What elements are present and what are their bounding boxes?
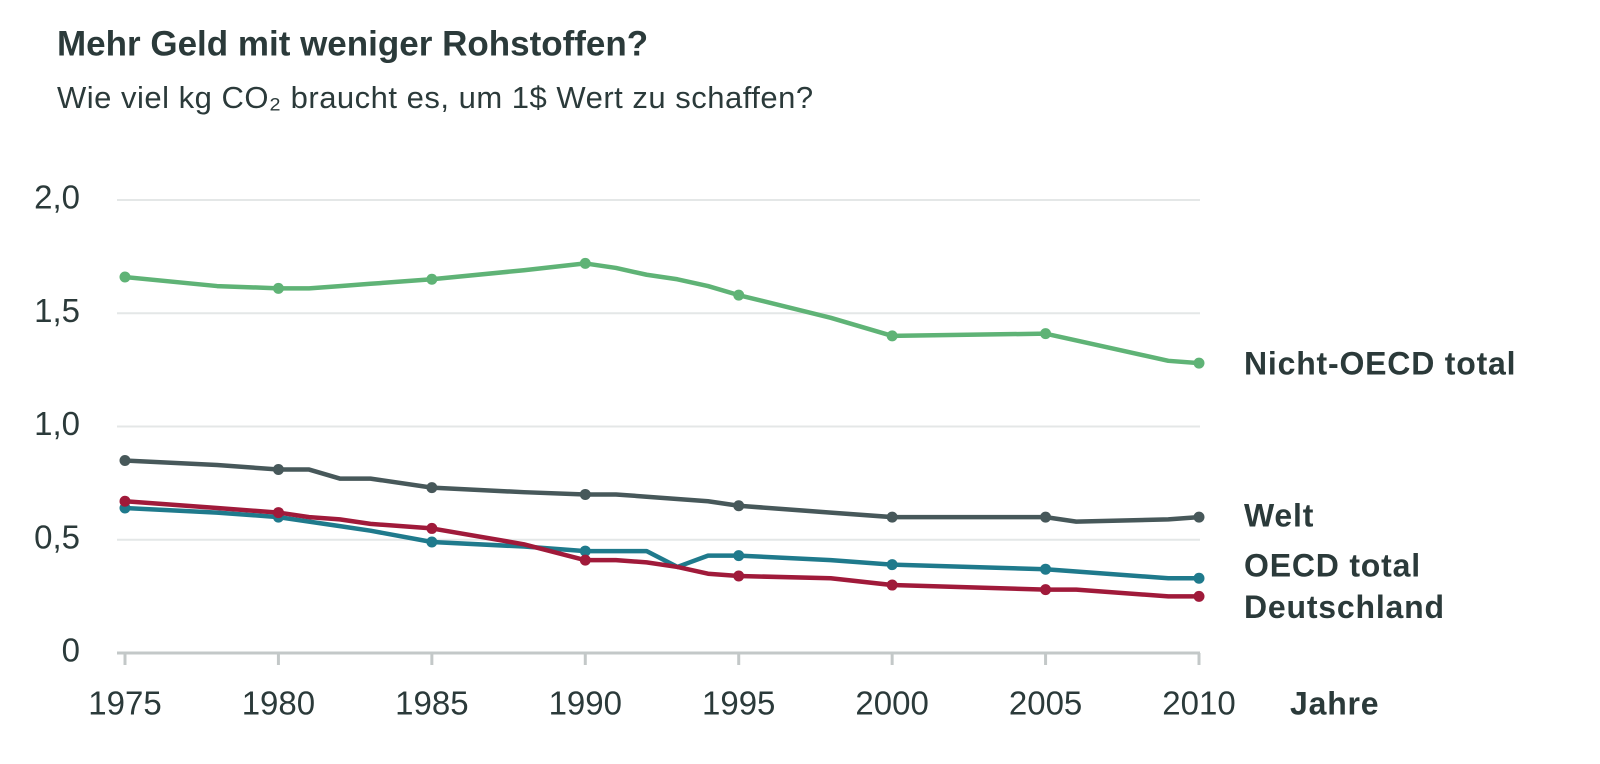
point [1193,590,1205,602]
point [579,554,591,566]
point [1193,511,1205,523]
point [1040,511,1052,523]
point [426,273,438,285]
point [1040,584,1052,596]
y-tick-label: 1,0 [34,405,80,442]
point [733,289,745,301]
point [1193,572,1205,584]
x-tick-label: 1995 [702,685,775,722]
point [119,271,131,283]
point [579,488,591,500]
series-label: Nicht-OECD total [1244,346,1516,382]
point [579,257,591,269]
x-tick-label: 1990 [549,685,622,722]
point [272,507,284,519]
point [886,330,898,342]
x-tick-label: 1985 [395,685,468,722]
series-line [124,458,1200,524]
point [886,511,898,523]
point [1040,328,1052,340]
x-tick-label: 2000 [855,685,928,722]
point [886,559,898,571]
series-line [124,261,1200,366]
point [886,579,898,591]
series-line [124,499,1199,599]
point [272,282,284,294]
x-tick-label: 2005 [1009,685,1082,722]
point [579,545,591,557]
x-tick-label: 1975 [88,685,161,722]
point [119,495,131,507]
point [119,454,131,466]
y-tick-label: 2,0 [34,179,80,216]
point [1193,357,1205,369]
x-axis-label: Jahre [1290,685,1379,721]
point [1040,563,1052,575]
x-tick-label: 2010 [1162,685,1235,722]
y-tick-label: 0,5 [34,518,80,555]
series-label: Welt [1244,498,1314,534]
point [426,536,438,548]
point [426,482,438,494]
y-tick-label: 0 [62,632,80,669]
series-label: Deutschland [1244,589,1445,625]
chart-title: Mehr Geld mit weniger Rohstoffen? [57,24,648,63]
point [272,464,284,476]
chart-subtitle: Wie viel kg CO₂ braucht es, um 1$ Wert z… [57,80,814,115]
series-line [124,505,1199,581]
point [733,550,745,562]
x-tick-label: 1980 [242,685,315,722]
point [426,522,438,534]
y-tick-label: 1,5 [34,292,80,329]
series-label: OECD total [1244,548,1421,584]
point [733,500,745,512]
point [733,570,745,582]
